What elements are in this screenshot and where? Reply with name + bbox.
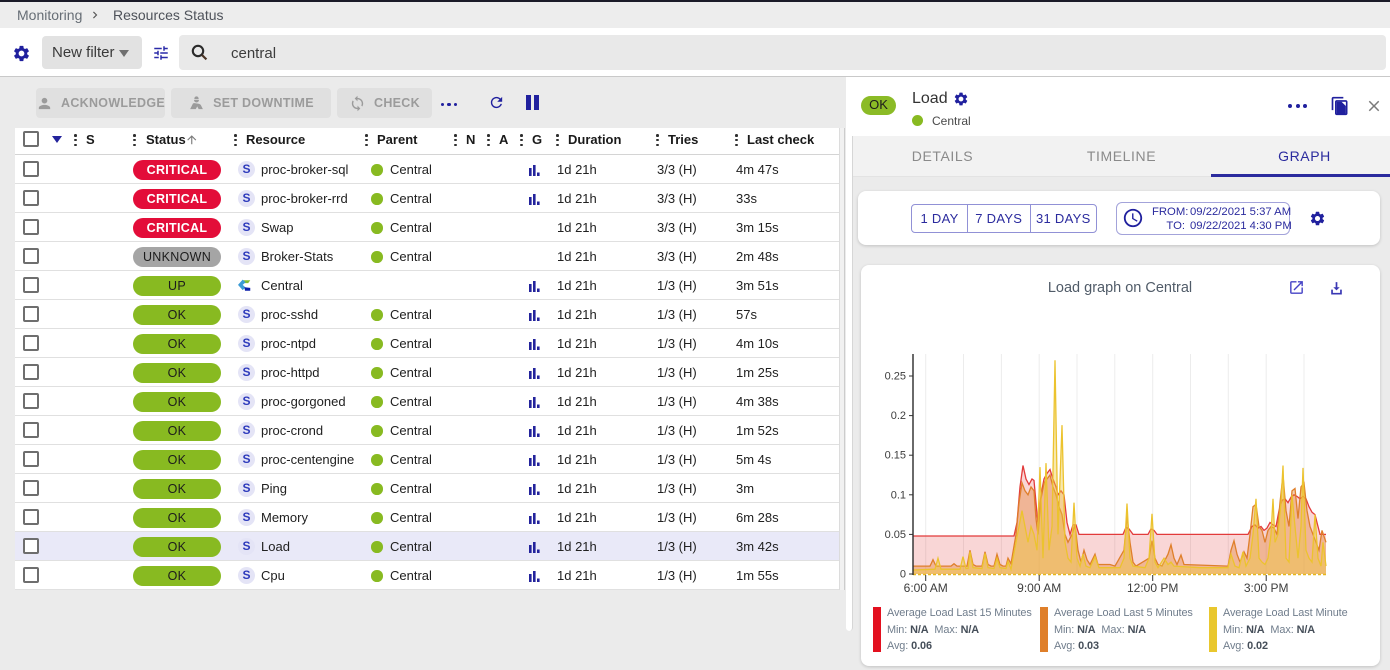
svg-text:9:00 AM: 9:00 AM <box>1017 581 1061 595</box>
svg-text:3:00 PM: 3:00 PM <box>1244 581 1289 595</box>
svg-text:12:00 PM: 12:00 PM <box>1127 581 1178 595</box>
svg-text:0.2: 0.2 <box>891 410 906 422</box>
svg-text:0.05: 0.05 <box>885 529 906 541</box>
svg-text:0.15: 0.15 <box>885 450 906 462</box>
svg-text:0.25: 0.25 <box>885 371 906 383</box>
svg-text:0.1: 0.1 <box>891 489 906 501</box>
svg-text:0: 0 <box>900 569 906 581</box>
svg-text:6:00 AM: 6:00 AM <box>904 581 948 595</box>
